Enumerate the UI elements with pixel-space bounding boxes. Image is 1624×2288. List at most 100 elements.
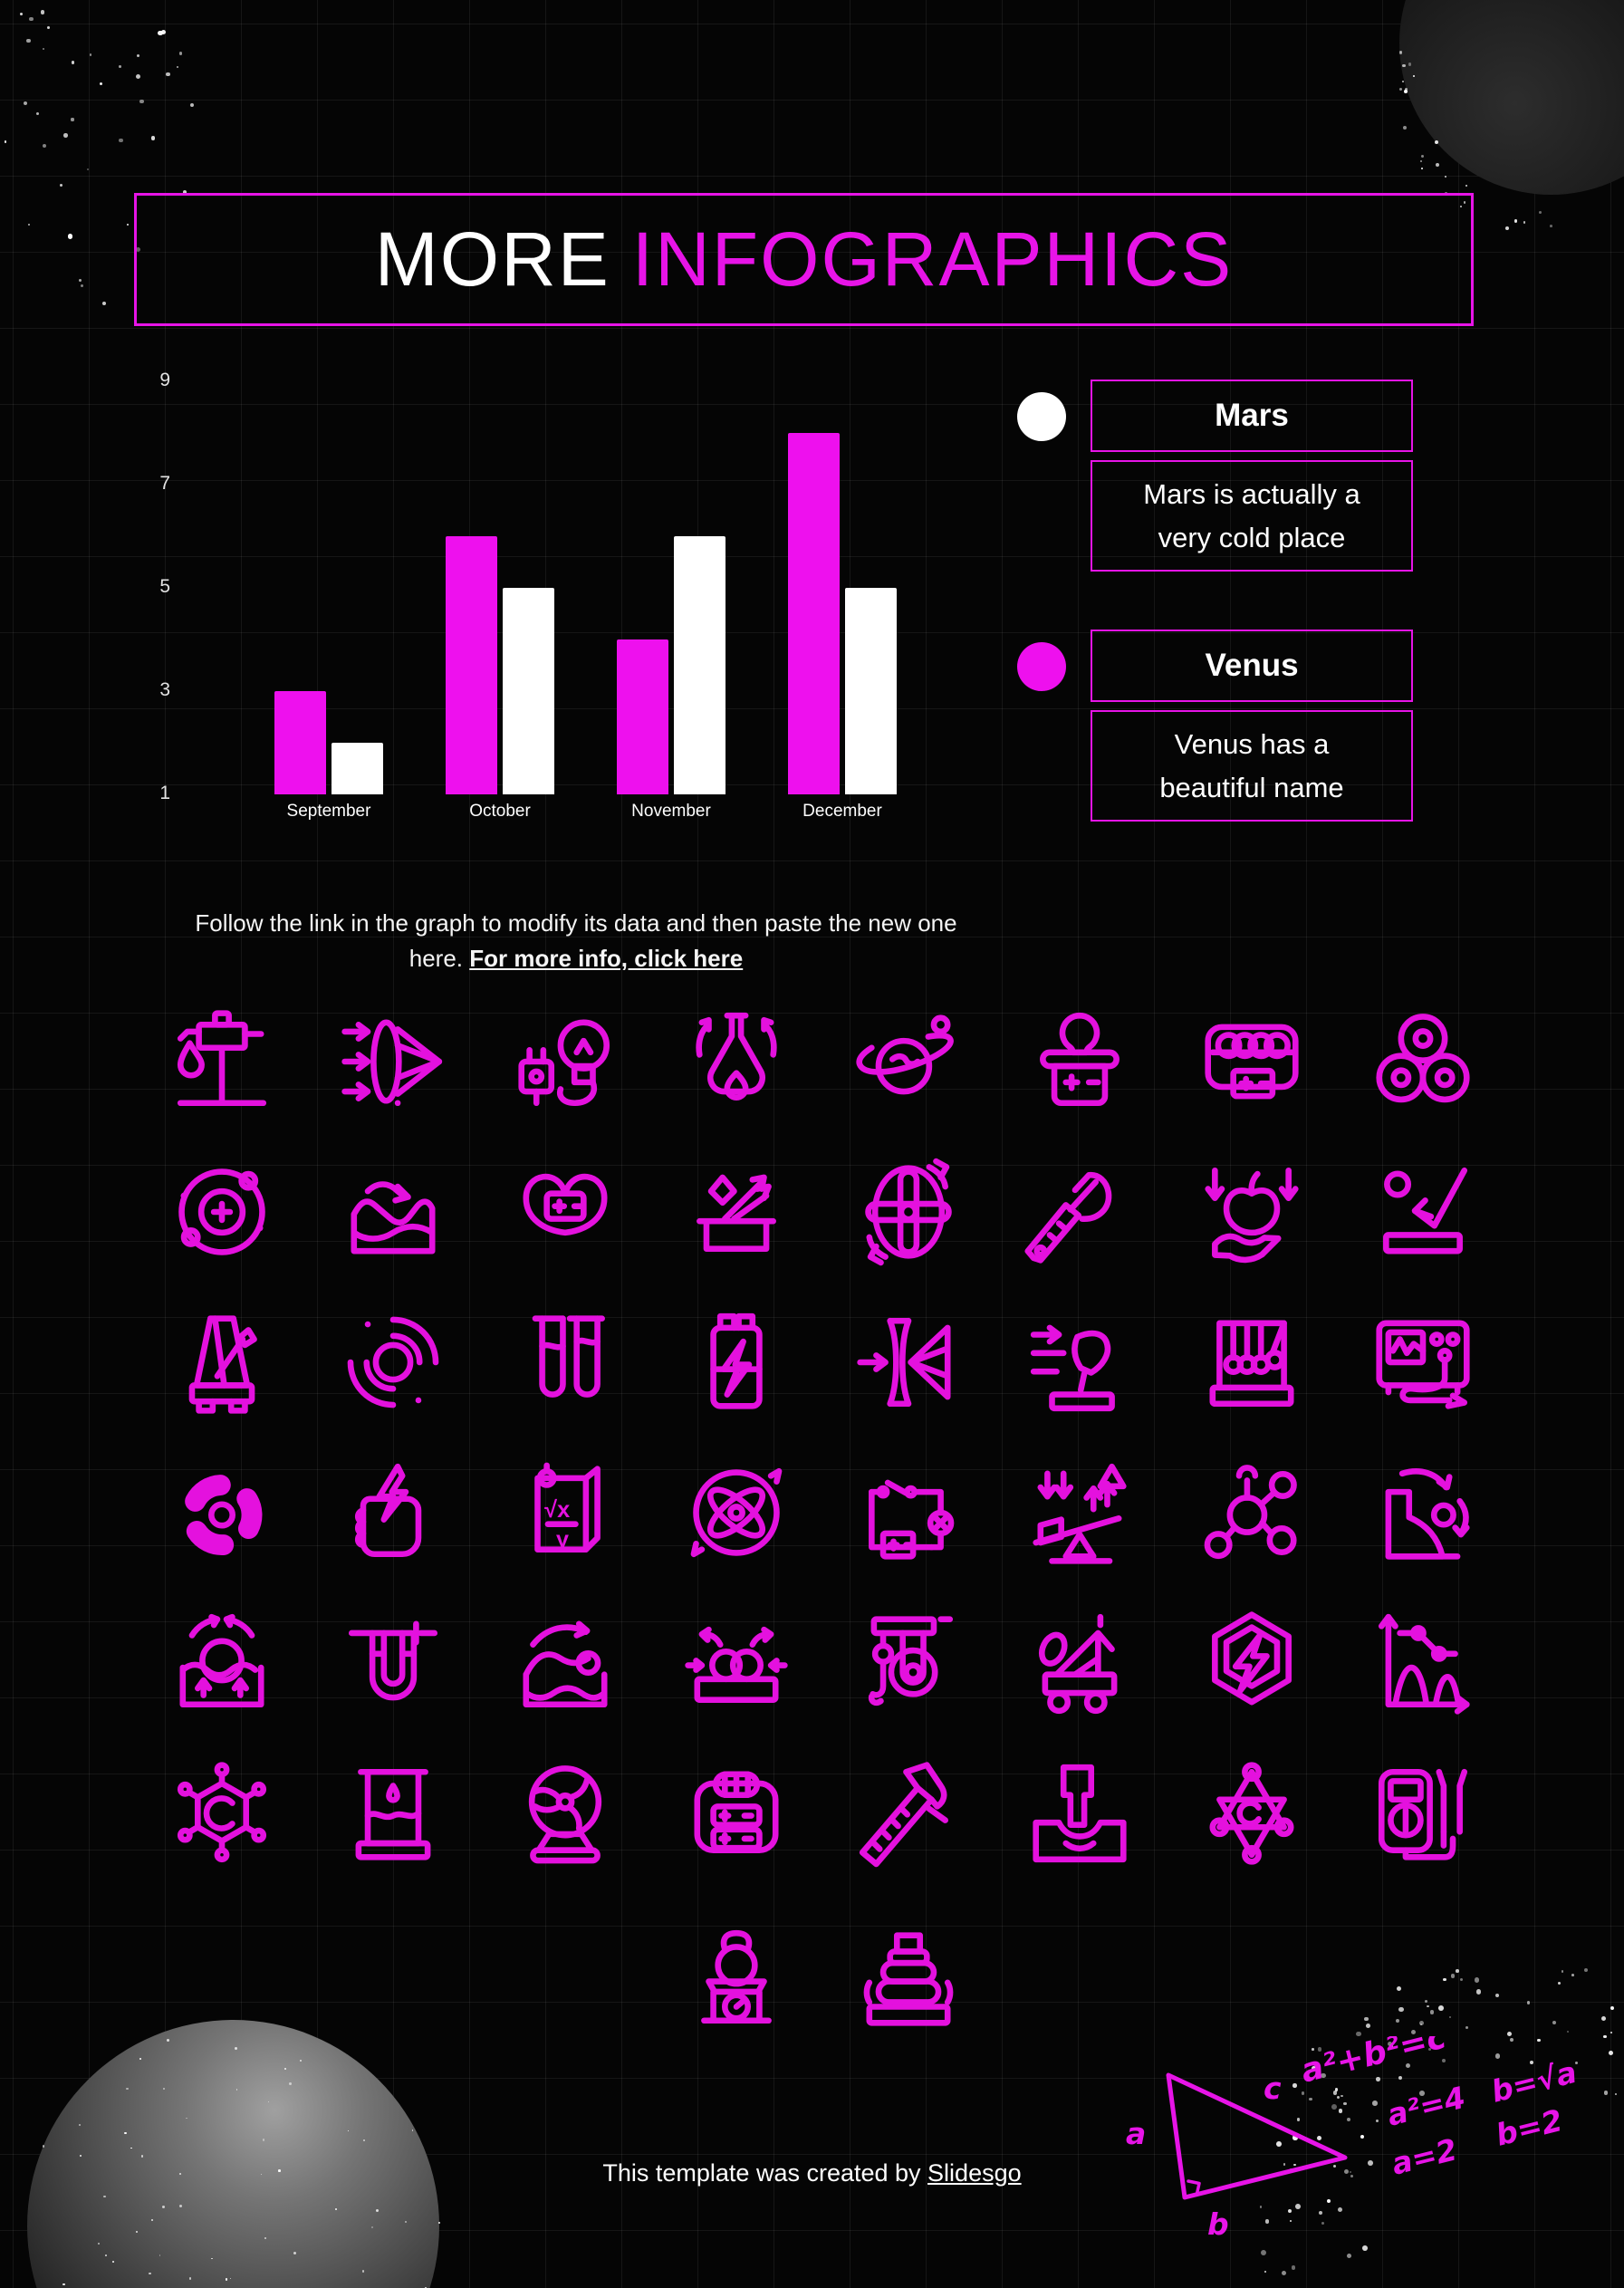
buoyancy-icon — [164, 1605, 280, 1721]
formula-a-value: a=2 — [1389, 2131, 1461, 2181]
air-flow-icon — [1022, 1304, 1138, 1420]
bar-group-september — [274, 371, 383, 794]
slidesgo-link[interactable]: Slidesgo — [927, 2159, 1022, 2187]
right-angle-mark — [1187, 2179, 1201, 2196]
y-tick-label: 9 — [159, 370, 170, 390]
energy-fist-icon — [335, 1455, 451, 1571]
wave-float-icon — [507, 1605, 623, 1721]
legend-description-mars: Mars is actually a very cold place — [1091, 460, 1413, 572]
plasma-ball-icon — [507, 1755, 623, 1871]
svg-text:√x: √x — [544, 1497, 570, 1523]
legend-dot-mars — [1017, 392, 1066, 441]
newtons-cradle-icon — [1194, 1304, 1310, 1420]
formula-notes-icon: √x y — [507, 1455, 623, 1571]
bulb-battery-icon — [1022, 1004, 1138, 1120]
bar-group-november — [617, 371, 726, 794]
bar-venus-september — [274, 691, 326, 794]
bar-group-december — [788, 371, 897, 794]
pendulum-graph-icon — [1365, 1605, 1481, 1721]
y-tick-label: 7 — [159, 473, 170, 494]
legend-item-mars: Mars Mars is actually a very cold place — [1017, 380, 1443, 572]
planet-saturn-icon — [850, 1004, 966, 1120]
icon-grid: √x y — [136, 986, 1509, 2070]
y-tick-label: 5 — [159, 576, 170, 597]
empty-cell — [1022, 1921, 1138, 2037]
gyroscope-icon — [850, 1154, 966, 1270]
collision-icon — [678, 1605, 794, 1721]
molecule-trio-icon — [1365, 1004, 1481, 1120]
catapult-icon — [1022, 1605, 1138, 1721]
y-tick-label: 1 — [159, 783, 170, 803]
black-hole-icon — [335, 1304, 451, 1420]
legend: Mars Mars is actually a very cold place Ve… — [1017, 380, 1443, 880]
weighing-scale-icon — [678, 1921, 794, 2037]
empty-cell — [1194, 1921, 1310, 2037]
page-title-word-more: MORE — [374, 216, 610, 302]
dark-sphere-decoration — [1399, 0, 1624, 195]
bar-group-october — [446, 371, 554, 794]
battery-bolt-icon — [678, 1304, 794, 1420]
inclined-plane-icon — [1365, 1455, 1481, 1571]
concave-lens-icon — [850, 1304, 966, 1420]
footer: This template was created by Slidesgo — [0, 2159, 1624, 2187]
bar-mars-october — [503, 588, 554, 794]
math-doodle: a c b a²+b²=c² a²=4 b=√a a=2 b=2 — [1126, 2036, 1581, 2242]
formula-pythagoras: a²+b²=c² — [1297, 2036, 1464, 2091]
y-tick-label: 3 — [159, 679, 170, 700]
lab-stand-icon — [164, 1004, 280, 1120]
note-body: Follow the link in the graph to modify i… — [195, 909, 957, 972]
formula-b-value: b=2 — [1493, 2102, 1566, 2153]
metronome-icon — [164, 1304, 280, 1420]
footer-text: This template was created by — [602, 2159, 928, 2187]
radiation-icon — [164, 1455, 280, 1571]
flask-heat-icon — [678, 1004, 794, 1120]
lever-balance-icon — [1022, 1455, 1138, 1571]
u-tube-icon — [335, 1605, 451, 1721]
more-info-link[interactable]: For more info, click here — [469, 945, 744, 972]
power-hexagon-icon — [1194, 1605, 1310, 1721]
pulley-icon — [850, 1605, 966, 1721]
light-scatter-icon — [678, 1154, 794, 1270]
atom-nucleus-icon — [164, 1154, 280, 1270]
empty-cell — [1365, 1921, 1481, 2037]
oscilloscope-icon — [1365, 1304, 1481, 1420]
legend-name-mars: Mars — [1091, 380, 1413, 452]
chart-plot: 1 3 5 7 9 September October November December — [159, 370, 969, 821]
page-title-word-infographics: INFOGRAPHICS — [631, 216, 1234, 302]
test-tubes-icon — [507, 1304, 623, 1420]
coil-battery-icon — [1194, 1004, 1310, 1120]
gravity-apple-icon — [1194, 1154, 1310, 1270]
bounce-reflection-icon — [1365, 1154, 1481, 1270]
bar-venus-november — [617, 639, 668, 794]
x-axis-label: October — [469, 802, 531, 821]
bar-mars-november — [674, 536, 726, 794]
empty-cell — [335, 1921, 451, 2037]
bar-mars-december — [845, 588, 897, 794]
triangle-label-c: c — [1264, 2071, 1282, 2106]
legend-name-venus: Venus — [1091, 630, 1413, 702]
x-axis-label: November — [631, 802, 711, 821]
x-axis-label: September — [286, 802, 371, 821]
title-box: MORE INFOGRAPHICS — [134, 193, 1474, 326]
plug-bulb-icon — [507, 1004, 623, 1120]
electromagnet-icon — [507, 1154, 623, 1270]
bar-venus-october — [446, 536, 497, 794]
resistor-circuit-icon — [678, 1755, 794, 1871]
x-axis-label: December — [802, 802, 882, 821]
formula-a2: a²=4 — [1384, 2080, 1469, 2133]
legend-description-venus: Venus has a beautiful name — [1091, 710, 1413, 822]
vernier-caliper-icon — [850, 1755, 966, 1871]
circuit-switch-icon — [850, 1455, 966, 1571]
bar-mars-september — [332, 743, 383, 794]
empty-cell — [507, 1921, 623, 2037]
nano-hexagon-icon — [164, 1755, 280, 1871]
legend-dot-venus — [1017, 642, 1066, 691]
triangle-sketch — [1166, 2072, 1348, 2200]
beaker-icon — [335, 1755, 451, 1871]
micrometer-icon — [1022, 1154, 1138, 1270]
stacked-weights-icon — [850, 1921, 966, 2037]
convex-lens-icon — [335, 1004, 451, 1120]
formula-b-sqrt: b=√a — [1488, 2054, 1581, 2110]
note-text: Follow the link in the graph to modify i… — [181, 906, 971, 976]
